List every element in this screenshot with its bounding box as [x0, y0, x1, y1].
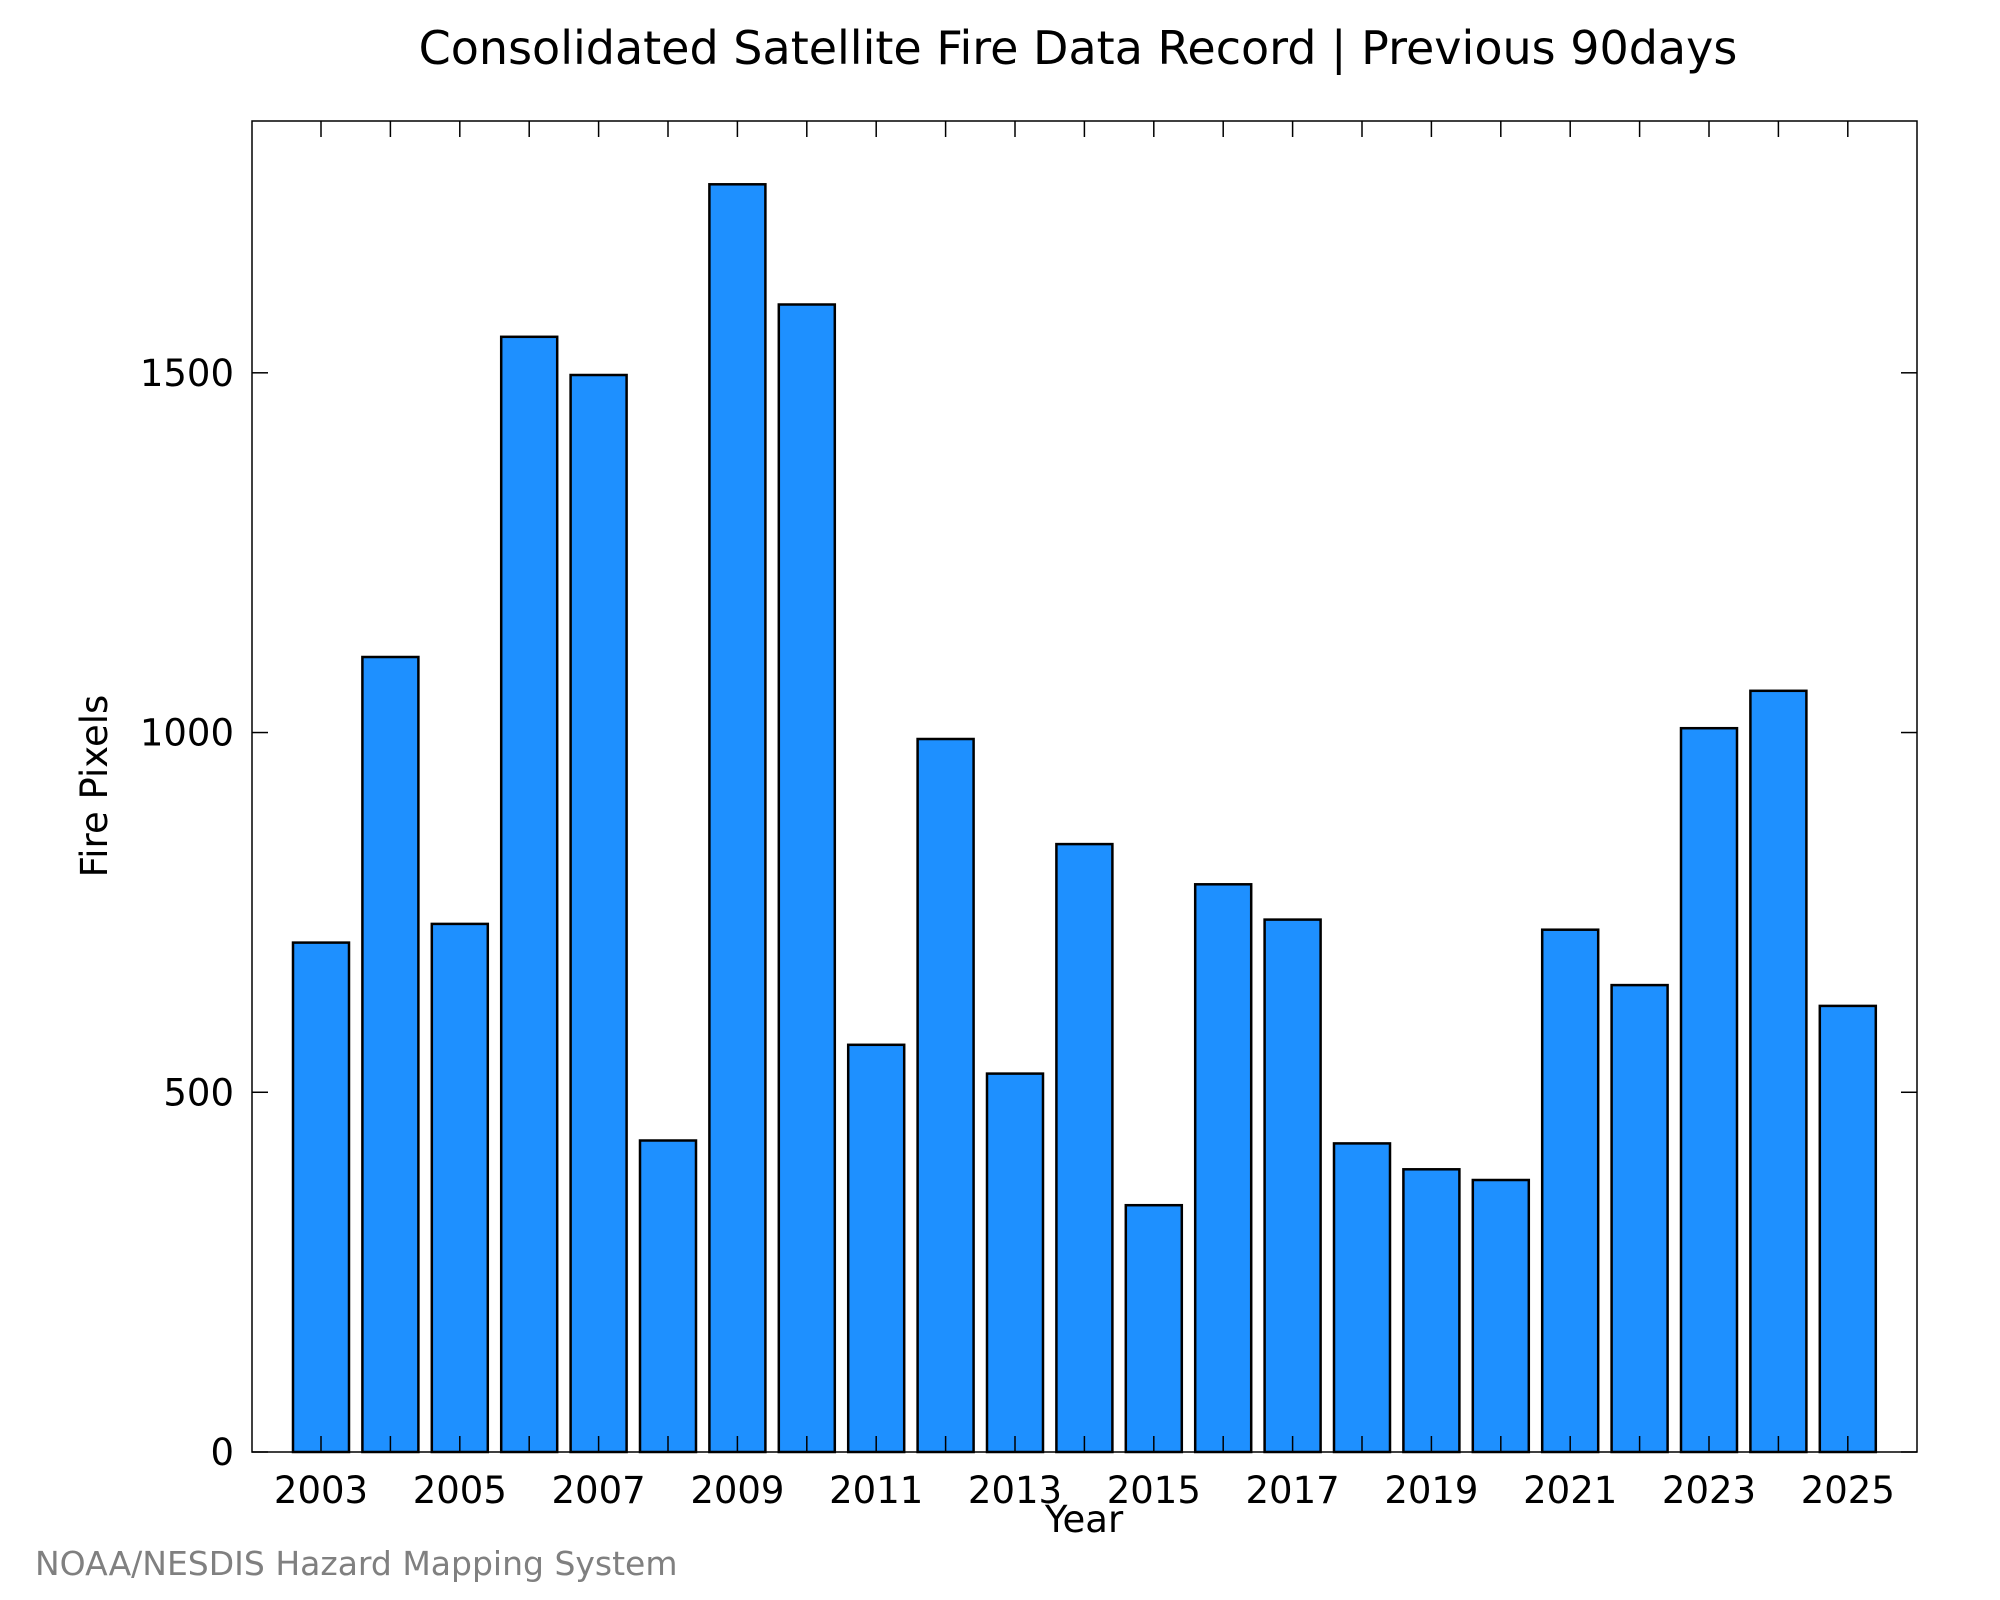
y-axis-label: Fire Pixels	[73, 695, 116, 878]
bar-2019	[1402, 1168, 1461, 1454]
bar-2025	[1818, 1004, 1878, 1454]
x-tick-label-2017: 2017	[1246, 1469, 1340, 1512]
bars	[291, 183, 1878, 1454]
bar-2022	[1610, 983, 1669, 1454]
bar-2012	[916, 737, 975, 1454]
y-tick-label-1000: 1000	[140, 712, 234, 755]
source-credit: NOAA/NESDIS Hazard Mapping System	[35, 1544, 678, 1583]
x-tick-label-2025: 2025	[1801, 1469, 1895, 1512]
x-tick-label-2015: 2015	[1107, 1469, 1201, 1512]
x-tick-label-2013: 2013	[968, 1469, 1062, 1512]
bar-2017	[1263, 918, 1322, 1454]
bar-2018	[1332, 1142, 1392, 1454]
y-tick-label-1500: 1500	[140, 352, 234, 395]
bar-2024	[1749, 689, 1808, 1454]
bar-2010	[777, 303, 837, 1454]
x-tick-label-2005: 2005	[413, 1469, 507, 1512]
bar-2011	[846, 1043, 906, 1454]
y-axis-ticks: 0 500 1000 1500	[140, 352, 1917, 1474]
x-tick-label-2023: 2023	[1662, 1469, 1756, 1512]
x-tick-label-2003: 2003	[274, 1469, 368, 1512]
x-tick-label-2021: 2021	[1523, 1469, 1617, 1512]
bar-2021	[1540, 928, 1600, 1454]
x-axis-label: Year	[1044, 1498, 1124, 1541]
x-tick-label-2009: 2009	[690, 1469, 784, 1512]
bar-2007	[569, 373, 628, 1454]
x-tick-label-2011: 2011	[829, 1469, 923, 1512]
x-tick-label-2019: 2019	[1384, 1469, 1478, 1512]
bar-2005	[430, 922, 490, 1454]
bar-2013	[985, 1072, 1045, 1454]
bar-2009	[708, 183, 767, 1454]
bar-2006	[499, 335, 559, 1454]
bar-2015	[1124, 1203, 1184, 1454]
bar-2008	[638, 1139, 698, 1454]
bar-2003	[291, 941, 351, 1454]
bar-2016	[1193, 883, 1253, 1454]
bar-2004	[361, 655, 420, 1454]
bar-2020	[1471, 1178, 1531, 1454]
chart-title: Consolidated Satellite Fire Data Record …	[419, 21, 1738, 76]
y-tick-label-500: 500	[163, 1071, 234, 1114]
x-axis-ticks: 2003 2005 2007 2009 2011 2013 2015 2017 2019 2021…	[274, 121, 1895, 1512]
bar-2014	[1055, 842, 1114, 1454]
x-tick-label-2007: 2007	[552, 1469, 646, 1512]
y-tick-label-0: 0	[210, 1431, 234, 1474]
bar-2023	[1679, 726, 1739, 1454]
